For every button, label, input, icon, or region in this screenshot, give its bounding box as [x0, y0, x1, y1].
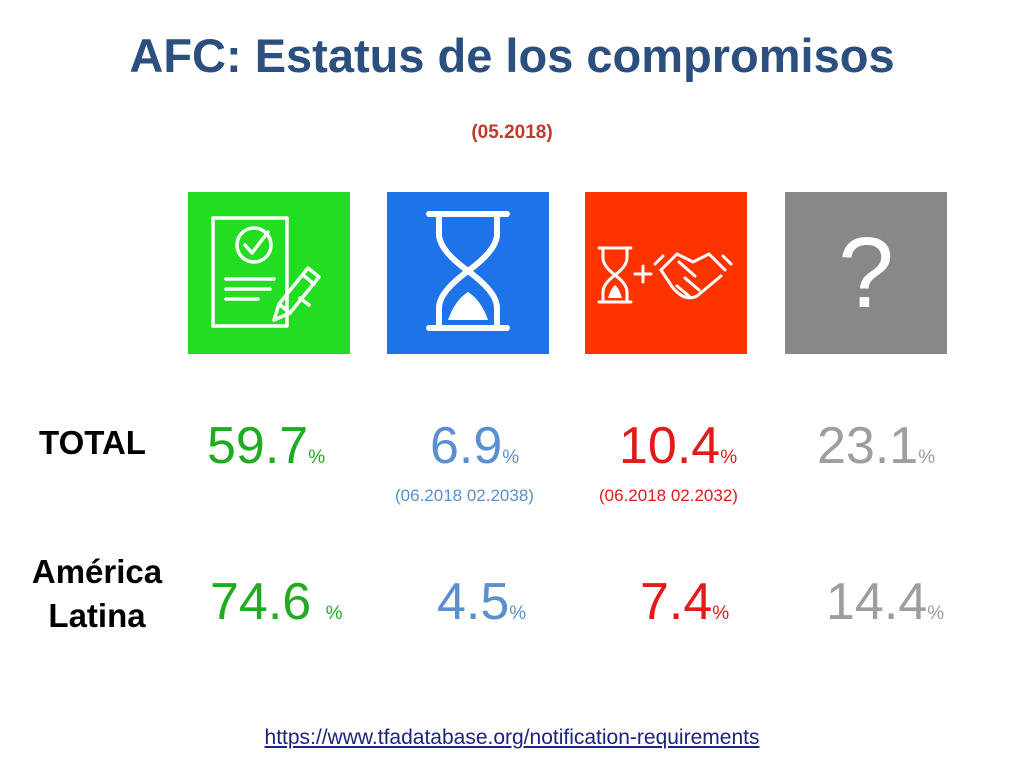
- tile-unknown: ?: [785, 192, 947, 354]
- row-label-total: TOTAL: [39, 424, 146, 461]
- total-with-assistance-value: 10.4%: [619, 417, 738, 475]
- hourglass-plus-handshake-icon: [585, 192, 747, 354]
- total-in-progress-dates: (06.2018 02.2038): [395, 486, 534, 505]
- tile-in-progress: [387, 192, 549, 354]
- page-title: AFC: Estatus de los compromisos: [129, 29, 895, 82]
- source-link[interactable]: https://www.tfadatabase.org/notification…: [264, 726, 760, 749]
- tile-implemented: [188, 192, 350, 354]
- latam-with-assistance-value: 7.4%: [640, 573, 730, 631]
- row-label-america-latina: América Latina: [31, 553, 163, 634]
- hourglass-icon: [387, 192, 549, 354]
- date-subtitle: (05.2018): [471, 122, 553, 143]
- question-mark-icon: ?: [838, 217, 894, 329]
- latam-in-progress-value: 4.5%: [437, 573, 527, 631]
- latam-unknown-value: 14.4%: [826, 573, 945, 631]
- total-in-progress-value: 6.9%: [430, 417, 520, 475]
- latam-implemented-value: 74.6 %: [210, 573, 343, 631]
- total-implemented-value: 59.7%: [207, 417, 326, 475]
- total-with-assistance-dates: (06.2018 02.2032): [599, 486, 738, 505]
- signed-document-check-pencil-icon: [188, 192, 350, 354]
- total-unknown-value: 23.1%: [817, 417, 936, 475]
- tile-with-assistance: [585, 192, 747, 354]
